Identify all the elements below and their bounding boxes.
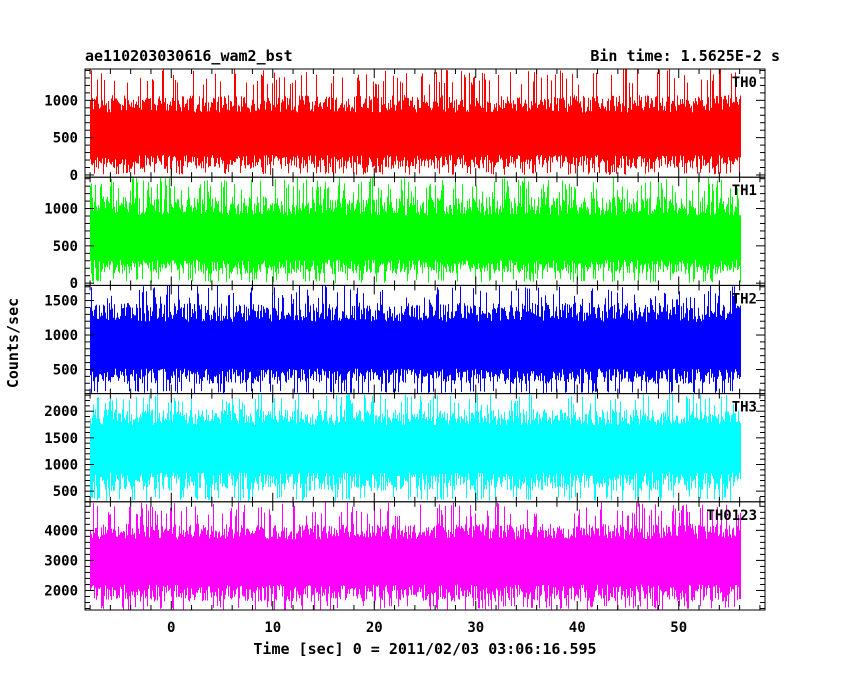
- panel-th0123: 2000 3000 4000 TH0123: [44, 501, 766, 611]
- y-tick-label: 1000: [44, 457, 78, 473]
- y-tick-label: 0: [70, 276, 78, 292]
- band-label-th0123: TH0123: [706, 508, 757, 524]
- x-tick-label: 20: [366, 620, 383, 636]
- panel-th2: 500 1000 1500 TH2: [44, 284, 766, 395]
- y-tick-label: 1000: [44, 328, 78, 344]
- chart-title: ae110203030616_wam2_bst: [85, 47, 293, 65]
- y-tick-label: 2000: [44, 404, 78, 420]
- x-tick-label: 30: [467, 620, 484, 636]
- band-label-th2: TH2: [732, 291, 757, 307]
- y-tick-label: 500: [53, 239, 78, 255]
- y-tick-label: 500: [53, 362, 78, 378]
- panel-frame: [84, 501, 766, 611]
- x-tick-label: 50: [670, 620, 687, 636]
- series-th1: [90, 177, 741, 283]
- y-tick-label: 1000: [44, 93, 78, 109]
- y-tick-label: 1000: [44, 202, 78, 218]
- series-th3: [90, 393, 741, 502]
- panel-th1: 0 500 1000 TH1: [44, 176, 766, 292]
- y-tick-label: 0: [70, 168, 78, 184]
- panel-th3: 500 1000 1500 2000 TH3: [44, 393, 766, 503]
- y-tick-label: 500: [53, 131, 78, 147]
- panel-th0: 0 500 1000 TH0: [44, 68, 766, 184]
- x-tick-label: 0: [167, 620, 175, 636]
- series-th0: [90, 69, 741, 175]
- bin-time-label: Bin time: 1.5625E-2 s: [590, 47, 780, 65]
- band-label-th1: TH1: [732, 183, 757, 199]
- y-tick-label: 2000: [44, 583, 78, 599]
- y-tick-label: 1500: [44, 431, 78, 447]
- y-tick-label: 1500: [44, 294, 78, 310]
- series-th2: [90, 285, 741, 394]
- band-label-th0: TH0: [732, 75, 757, 91]
- series-th0123: [90, 502, 741, 610]
- y-tick-label: 500: [53, 484, 78, 500]
- y-tick-label: 4000: [44, 523, 78, 539]
- x-axis-title: Time [sec] 0 = 2011/02/03 03:06:16.595: [253, 640, 596, 658]
- x-tick-label: 40: [569, 620, 586, 636]
- y-axis-title: Counts/sec: [4, 298, 22, 388]
- x-tick-label: 10: [264, 620, 281, 636]
- band-label-th3: TH3: [732, 400, 757, 416]
- y-tick-label: 3000: [44, 553, 78, 569]
